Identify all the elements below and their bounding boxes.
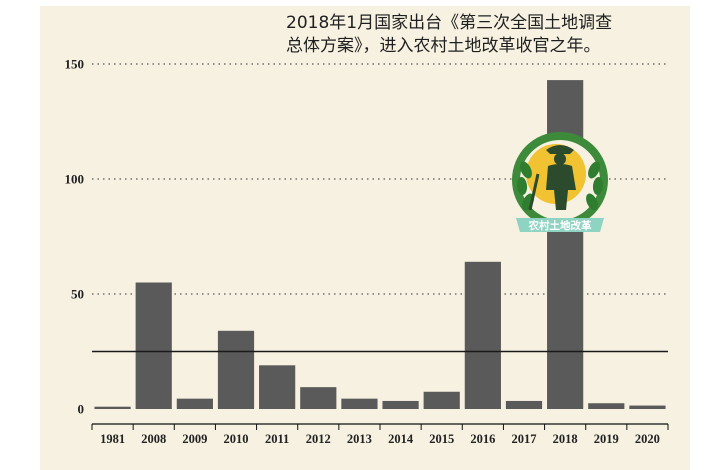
bar-2011 [259, 365, 296, 409]
chart-annotation: 2018年1月国家出台《第三次全国土地调查 总体方案》，进入农村土地改革收官之年… [286, 13, 613, 56]
x-tick-label: 2015 [429, 432, 454, 446]
x-tick-label: 2020 [635, 432, 660, 446]
x-tick-label: 2018 [553, 432, 578, 446]
x-tick-label: 2008 [141, 432, 166, 446]
bar-2020 [629, 405, 666, 409]
bar-2018 [547, 80, 584, 409]
y-tick-label: 150 [65, 57, 85, 72]
x-tick-label: 2016 [470, 432, 495, 446]
bar-2013 [341, 398, 378, 409]
badge-farmer-icon [528, 145, 576, 211]
bars [94, 80, 666, 409]
bar-2019 [588, 403, 625, 409]
x-tick-label: 1981 [100, 432, 125, 446]
x-tick-label: 2012 [306, 432, 331, 446]
x-tick-label: 2014 [388, 432, 414, 446]
x-tick-label: 2009 [182, 432, 207, 446]
y-tick-label: 0 [78, 402, 85, 417]
bar-2016 [464, 261, 501, 409]
badge-ribbon [516, 218, 604, 232]
badge-label: 农村土地改革 [528, 219, 592, 232]
bar-2014 [382, 400, 419, 409]
y-tick-label: 50 [71, 287, 84, 302]
farmer-badge-icon: 农村土地改革 [512, 132, 608, 232]
x-tick-label: 2019 [594, 432, 619, 446]
y-axis-ticks: 0 50 100 150 [65, 57, 85, 417]
bar-2015 [423, 391, 460, 409]
x-tick-label: 2011 [265, 432, 289, 446]
bar-2010 [217, 330, 255, 409]
bar-2008 [135, 282, 172, 409]
x-tick-label: 2010 [224, 432, 249, 446]
y-tick-label: 100 [65, 172, 85, 187]
x-tick-label: 2017 [512, 432, 537, 446]
bar-2017 [505, 400, 543, 409]
x-axis-ticks: 1981 2008 2009 2010 2011 2012 2013 2014 2015 2016… [91, 424, 669, 446]
x-tick-label: 2013 [347, 432, 372, 446]
bar-2012 [300, 387, 337, 409]
badge-laurel-icon [516, 161, 604, 211]
bar-2009 [176, 398, 213, 409]
bar-1981 [94, 406, 131, 409]
